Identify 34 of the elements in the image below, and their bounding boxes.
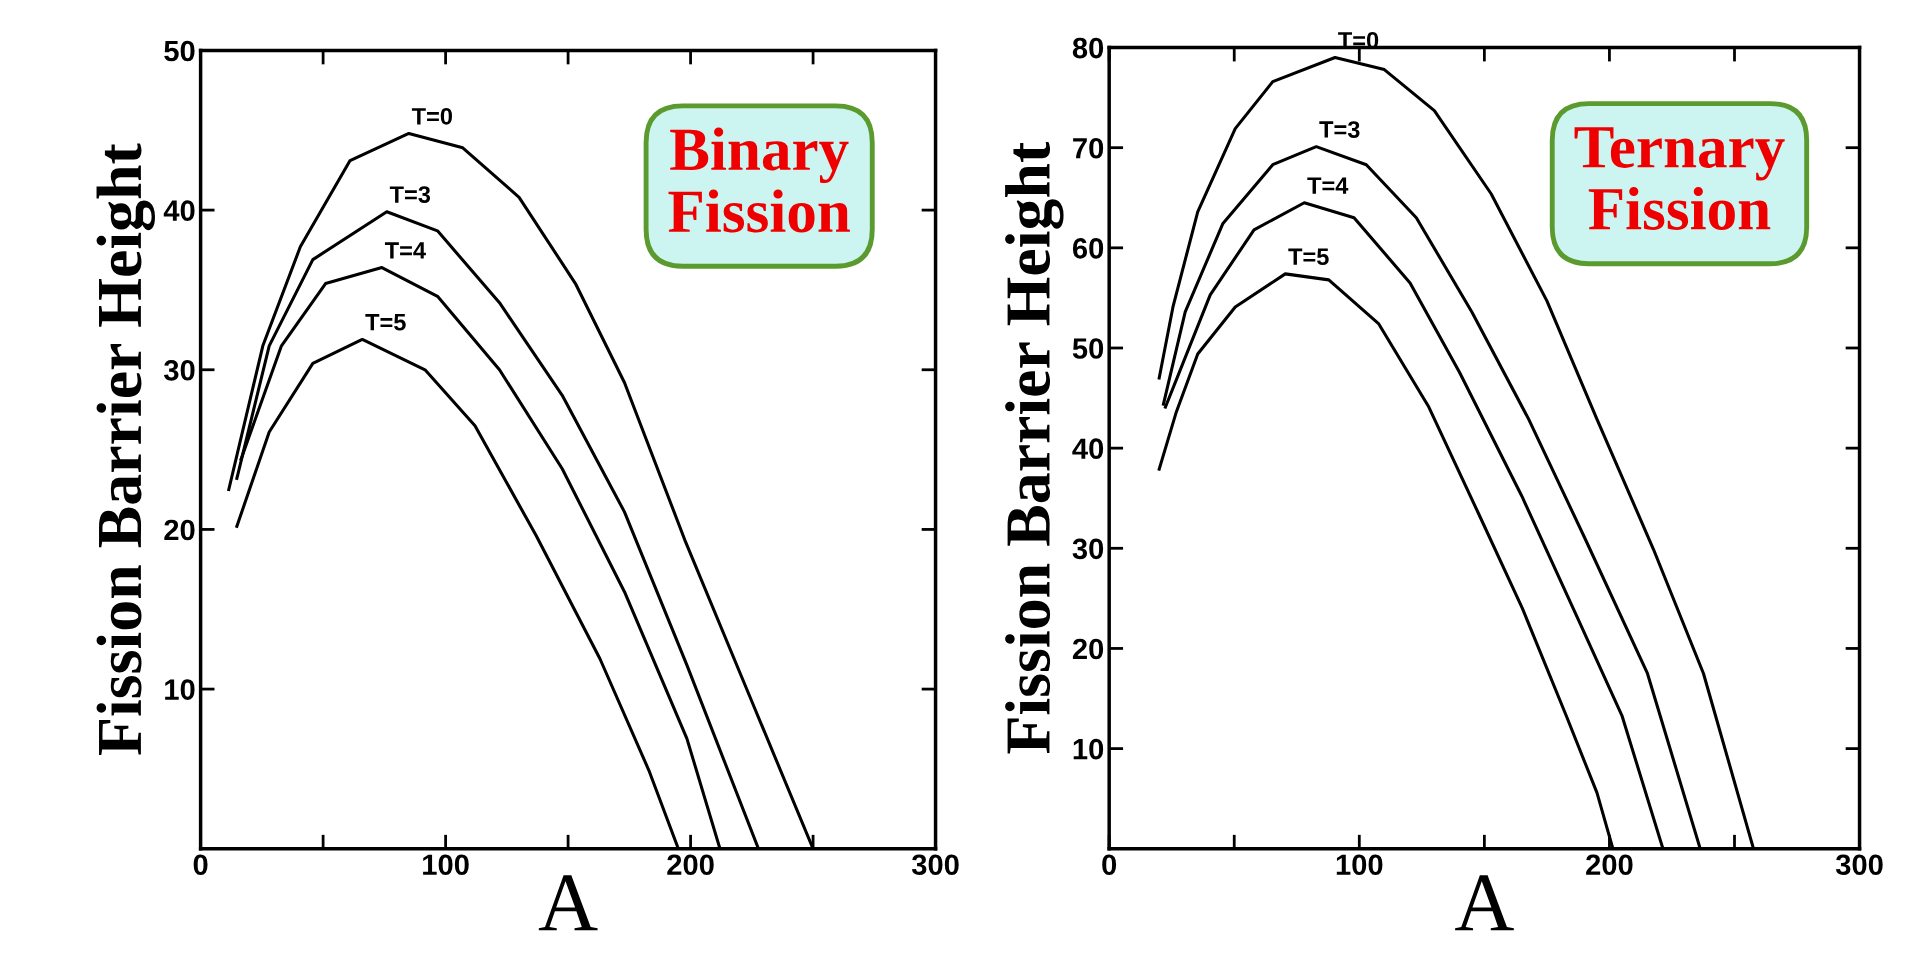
- y-tick-label: 70: [1073, 137, 1104, 159]
- y-axis-title: Fission Barrier Height: [96, 143, 155, 755]
- y-tick-label: 10: [165, 679, 195, 700]
- y-axis-title: Fission Barrier Height: [1005, 142, 1064, 754]
- y-tick-label: 40: [1072, 438, 1104, 459]
- x-tick-label: 100: [1336, 854, 1383, 876]
- x-tick-label: 300: [911, 854, 959, 876]
- annotation: Binary Fission: [668, 127, 850, 233]
- y-tick-label: 10: [1073, 738, 1104, 760]
- x-axis-title: A: [1455, 875, 1514, 931]
- series-label: T=4: [1307, 177, 1349, 194]
- x-tick-label: 200: [667, 854, 714, 876]
- x-tick-label: 0: [193, 854, 208, 876]
- x-tick-label: 200: [1586, 854, 1633, 876]
- series-label: T=4: [384, 242, 426, 259]
- series-label: T=3: [1319, 121, 1360, 138]
- x-tick-label: 100: [423, 854, 469, 876]
- y-tick-label: 50: [1072, 338, 1104, 359]
- y-tick-label: 80: [1072, 37, 1104, 59]
- x-axis-title: A: [538, 875, 598, 931]
- series-label: T=5: [365, 314, 406, 331]
- x-tick-label: 0: [1102, 854, 1117, 876]
- y-tick-label: 20: [164, 519, 195, 541]
- annotation: Ternary Fission: [1574, 127, 1785, 230]
- y-tick-label: 40: [163, 200, 195, 221]
- x-tick-label: 300: [1835, 854, 1883, 876]
- y-tick-label: 50: [164, 40, 195, 62]
- y-tick-label: 30: [163, 359, 195, 381]
- series-label: T=0: [411, 107, 452, 125]
- y-tick-label: 20: [1072, 638, 1104, 660]
- series-label: T=3: [389, 186, 431, 203]
- y-tick-label: 30: [1072, 538, 1104, 560]
- series-label: T=5: [1288, 248, 1329, 266]
- y-tick-label: 60: [1072, 238, 1104, 259]
